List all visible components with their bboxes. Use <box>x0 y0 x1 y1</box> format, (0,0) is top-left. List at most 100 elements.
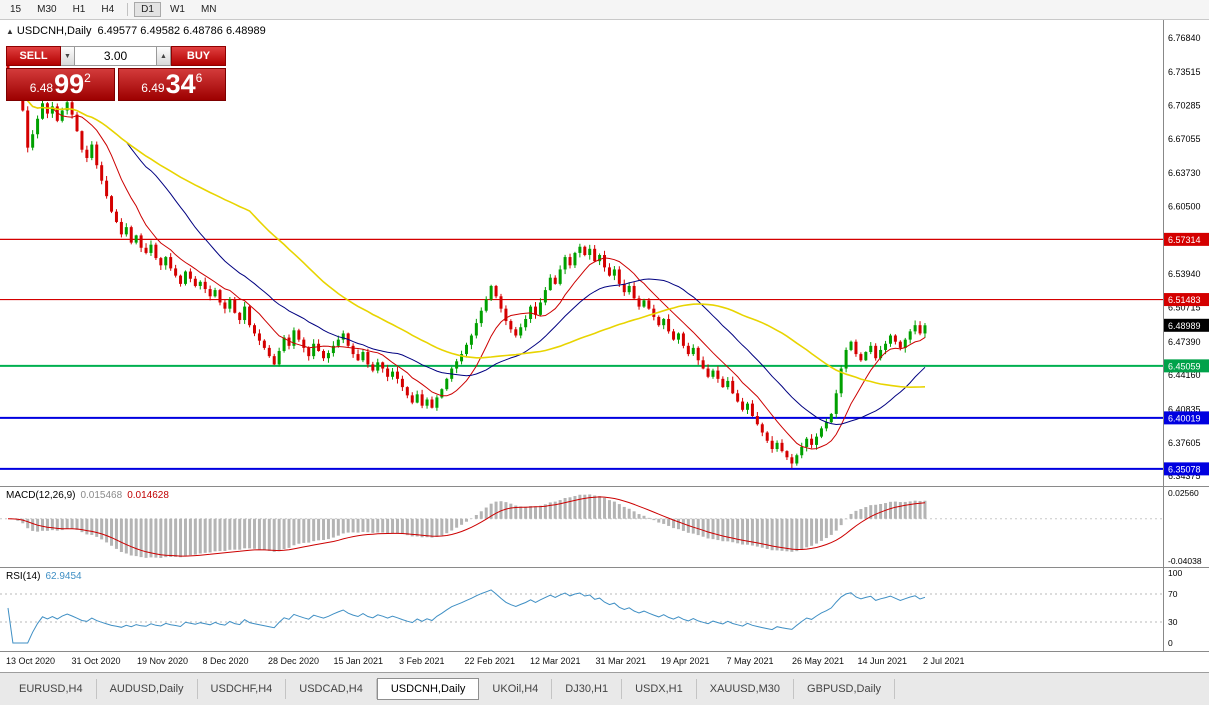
candle-body <box>844 349 848 369</box>
candle-body <box>652 308 656 317</box>
timeframe-button-h1[interactable]: H1 <box>72 4 86 15</box>
candle-body <box>134 235 138 243</box>
candle-body <box>203 281 207 290</box>
date-axis-label: 14 Jun 2021 <box>857 656 908 666</box>
candle-body <box>282 337 286 351</box>
candle-body <box>400 378 404 388</box>
chart-tab-usdcnh-daily[interactable]: USDCNH,Daily <box>376 678 480 700</box>
candle-body <box>588 248 592 255</box>
macd-title: MACD(12,26,9) 0.015468 0.014628 <box>6 490 169 501</box>
chart-tab-usdx-h1[interactable]: USDX,H1 <box>622 679 697 699</box>
candle-body <box>218 290 222 303</box>
candle-body <box>672 331 676 340</box>
candle-body <box>524 318 528 328</box>
price-axis-tick: 6.60500 <box>1168 201 1201 211</box>
candle-body <box>681 333 685 346</box>
chart-tab-audusd-daily[interactable]: AUDUSD,Daily <box>97 679 198 699</box>
candle-body <box>780 442 784 452</box>
candle-body <box>55 106 59 121</box>
candle-body <box>884 343 888 350</box>
rsi-axis-tick: 70 <box>1168 589 1178 599</box>
candle-body <box>760 424 764 433</box>
price-level-badge <box>1164 293 1209 307</box>
date-axis-label: 19 Apr 2021 <box>660 656 710 666</box>
moving-average-line-10 <box>7 72 926 450</box>
candle-body <box>149 244 153 253</box>
candle-body <box>464 344 468 355</box>
rsi-axis-tick: 100 <box>1168 568 1182 578</box>
price-axis-tick: 6.37605 <box>1168 438 1201 448</box>
timeframe-button-m30[interactable]: M30 <box>37 4 57 15</box>
price-level-badge <box>1164 318 1209 332</box>
macd-indicator-chart[interactable]: 0.02560 -0.04038 <box>0 486 1209 567</box>
candle-body <box>548 277 552 291</box>
sell-button[interactable]: SELL <box>6 46 61 66</box>
date-axis-label: 2 Jul 2021 <box>922 656 965 666</box>
date-axis-label: 12 Mar 2021 <box>529 656 581 666</box>
candle-body <box>65 102 69 111</box>
volume-decrease-button[interactable]: ▼ <box>61 46 75 66</box>
candle-body <box>898 341 902 348</box>
timeframe-button-h4[interactable]: H4 <box>101 4 115 15</box>
candle-body <box>410 395 414 403</box>
volume-input[interactable]: 3.00 <box>75 46 157 66</box>
candle-body <box>119 221 123 235</box>
candle-body <box>253 325 256 334</box>
price-axis-tick: 6.44160 <box>1168 370 1201 380</box>
candle-body <box>213 290 217 297</box>
candle-body <box>903 339 907 348</box>
chart-tab-gbpusd-daily[interactable]: GBPUSD,Daily <box>794 679 896 699</box>
rsi-indicator-chart[interactable]: 100 70 30 0 <box>0 567 1209 651</box>
chart-tab-dj30-h1[interactable]: DJ30,H1 <box>552 679 623 699</box>
candle-body <box>223 302 227 309</box>
candle-body <box>893 335 897 342</box>
candle-body <box>331 345 335 354</box>
price-level-badge-label: 6.45059 <box>1168 361 1201 371</box>
candle-body <box>317 343 321 351</box>
buy-button[interactable]: BUY <box>171 46 226 66</box>
chart-tab-usdcad-h4[interactable]: USDCAD,H4 <box>286 679 377 699</box>
collapse-triangle-icon[interactable]: ▲ <box>6 27 14 36</box>
timeframe-button-mn[interactable]: MN <box>200 4 217 15</box>
main-price-chart[interactable]: 6.76840 6.73515 6.70285 6.67055 6.63730 6.605… <box>0 20 1209 486</box>
chevron-down-icon: ▼ <box>64 52 71 60</box>
candle-body <box>193 278 197 286</box>
candle-body <box>154 244 158 259</box>
candle-body <box>198 281 202 286</box>
candle-body <box>50 106 54 114</box>
candle-body <box>297 330 301 340</box>
candle-body <box>721 378 725 388</box>
chart-tab-eurusd-h4[interactable]: EURUSD,H4 <box>6 679 97 699</box>
candle-body <box>455 361 459 369</box>
candle-body <box>208 289 212 297</box>
candle-body <box>750 403 754 417</box>
date-axis-label: 15 Jan 2021 <box>333 656 384 666</box>
candle-body <box>657 316 661 326</box>
volume-increase-button[interactable]: ▲ <box>157 46 171 66</box>
timeframe-button-d1[interactable]: D1 <box>134 2 161 17</box>
candle-body <box>839 368 843 394</box>
candle-body <box>553 277 557 284</box>
candle-body <box>514 329 518 336</box>
candle-body <box>686 345 690 355</box>
candle-body <box>272 356 276 365</box>
candle-body <box>183 271 187 284</box>
candle-body <box>785 451 789 458</box>
candle-body <box>75 114 79 132</box>
chart-tab-ukoil-h4[interactable]: UKOil,H4 <box>479 679 553 699</box>
chart-tab-xauusd-m30[interactable]: XAUUSD,M30 <box>697 679 795 699</box>
candle-body <box>519 327 523 336</box>
sell-price-button[interactable]: 6.48 99 2 <box>6 68 115 101</box>
timeframe-button-w1[interactable]: W1 <box>169 4 185 15</box>
timeframe-button-15[interactable]: 15 <box>10 4 22 15</box>
candle-body <box>726 380 730 388</box>
chart-tab-usdchf-h4[interactable]: USDCHF,H4 <box>198 679 287 699</box>
price-level-badge-label: 6.48989 <box>1168 321 1201 331</box>
sell-price-big: 99 <box>54 69 85 99</box>
macd-main-value: 0.015468 <box>80 490 123 501</box>
candle-body <box>287 337 291 346</box>
candle-body <box>598 255 602 262</box>
candle-body <box>691 347 695 355</box>
buy-price-button[interactable]: 6.49 34 6 <box>117 68 226 101</box>
candle-body <box>425 399 429 406</box>
